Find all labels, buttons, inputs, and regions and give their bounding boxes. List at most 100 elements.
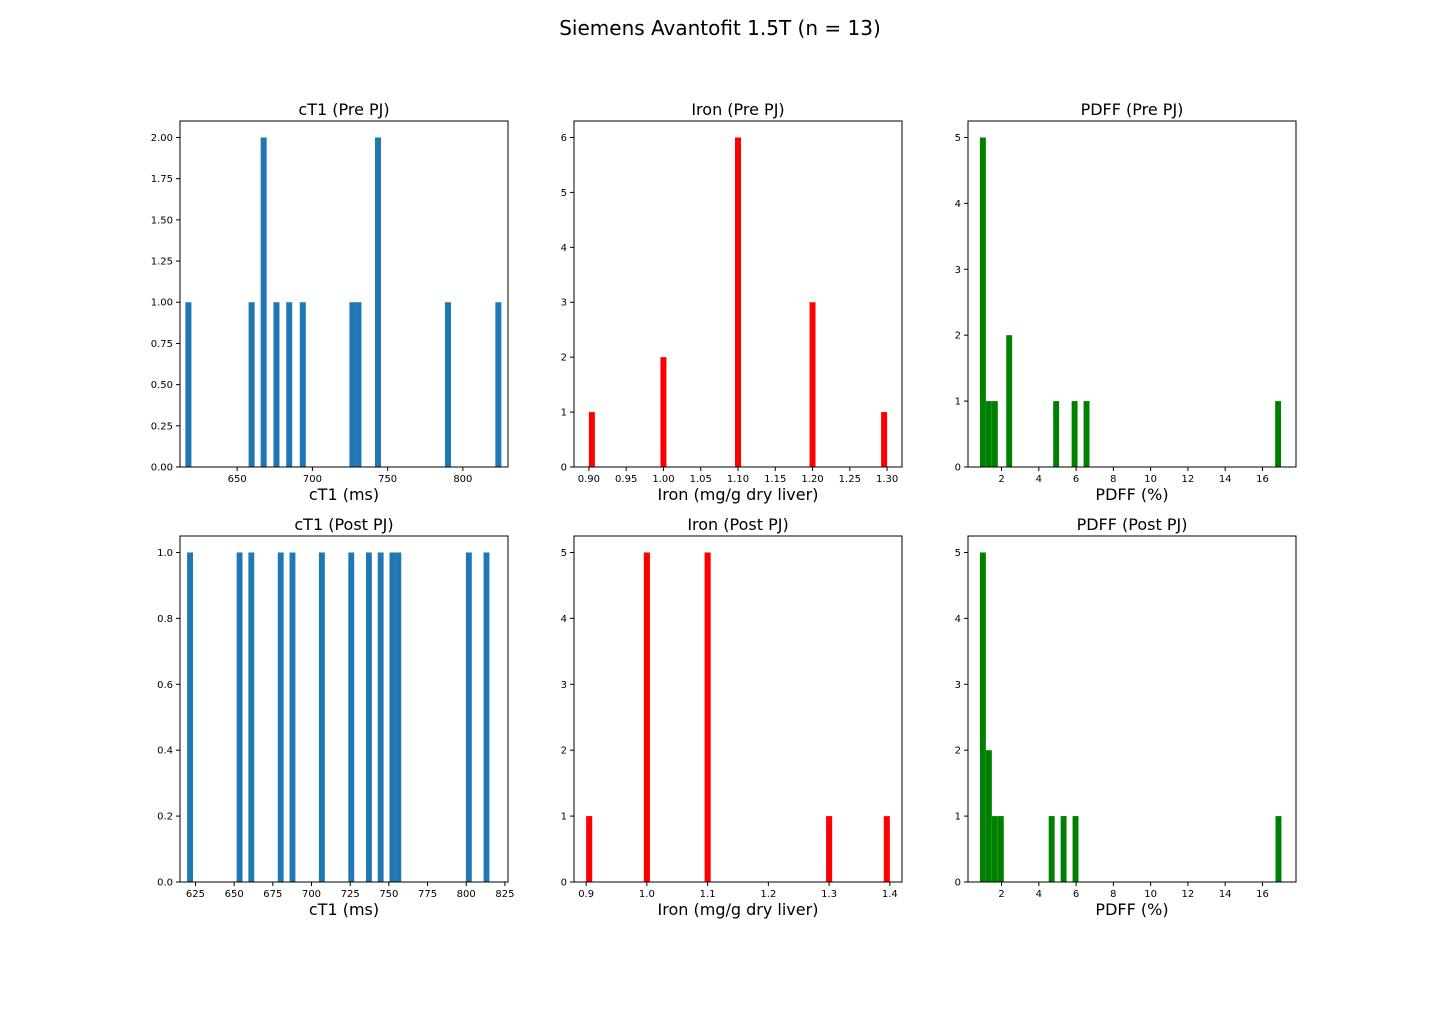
histogram-bar (286, 302, 293, 467)
x-tick-label: 14 (1219, 889, 1232, 900)
histogram-bar (248, 552, 255, 882)
x-tick-label: 8 (1110, 889, 1116, 900)
axes-frame (179, 535, 509, 883)
panel-title: Iron (Pre PJ) (691, 100, 784, 119)
histogram-bar (979, 552, 986, 882)
histogram-bar (236, 552, 243, 882)
histogram-bar (883, 816, 890, 882)
x-tick-label: 12 (1182, 474, 1195, 485)
x-tick-label: 625 (186, 889, 205, 900)
x-tick-label: 8 (1110, 474, 1116, 485)
histogram-bar (704, 552, 711, 882)
y-tick-label: 0.50 (151, 380, 173, 391)
x-tick-label: 1.10 (727, 474, 749, 485)
histogram-bar (374, 137, 382, 467)
y-tick-label: 3 (561, 298, 567, 309)
y-tick-label: 1.00 (151, 298, 173, 309)
histogram-bar (1072, 816, 1079, 882)
y-tick-label: 2 (955, 331, 961, 342)
histogram-bar (277, 552, 284, 882)
x-tick-label: 12 (1182, 889, 1195, 900)
y-tick-label: 0.25 (151, 421, 173, 432)
histogram-bar (985, 750, 992, 882)
y-tick-label: 5 (955, 133, 961, 144)
histogram-bar (185, 302, 192, 467)
histogram-bar (1060, 816, 1067, 882)
y-tick-label: 1 (561, 408, 567, 419)
x-tick-label: 0.90 (578, 474, 600, 485)
x-tick-label: 0.9 (578, 889, 594, 900)
x-tick-label: 750 (379, 889, 398, 900)
y-tick-label: 1.0 (157, 548, 173, 559)
y-tick-label: 1 (561, 812, 567, 823)
x-axis-label: cT1 (ms) (309, 485, 379, 504)
histogram-panel-2: 0.90 0.95 1.00 1.05 1.10 1.15 1.20 1.25 1.30 0 1 2 3… (561, 100, 903, 504)
y-tick-label: 5 (561, 548, 567, 559)
histogram-bar (643, 552, 650, 882)
histogram-bar (289, 552, 296, 882)
histogram-bar (355, 302, 362, 467)
x-tick-label: 650 (225, 889, 244, 900)
y-tick-label: 1.75 (151, 174, 173, 185)
x-tick-label: 800 (457, 889, 476, 900)
x-tick-label: 0.95 (615, 474, 637, 485)
y-tick-label: 2.00 (151, 133, 173, 144)
histogram-bar (465, 552, 472, 882)
y-tick-label: 2 (561, 353, 567, 364)
histogram-panel-5: 0.9 1.0 1.1 1.2 1.3 1.4 0 1 2 3 4 5 Iron (Post PJ) Ir… (561, 515, 903, 919)
y-tick-label: 0 (955, 463, 961, 474)
histogram-bar (1006, 335, 1013, 467)
y-tick-label: 6 (561, 133, 567, 144)
panel-title: Iron (Post PJ) (687, 515, 788, 534)
axes-frame (967, 535, 1297, 883)
x-tick-label: 725 (341, 889, 360, 900)
histogram-bar (318, 552, 325, 882)
histogram-bar (365, 552, 372, 882)
histogram-bar (985, 401, 992, 467)
x-tick-label: 2 (998, 474, 1004, 485)
histogram-bar (1275, 816, 1282, 882)
x-tick-label: 1.4 (882, 889, 898, 900)
x-tick-label: 1.25 (839, 474, 861, 485)
panel-title: cT1 (Pre PJ) (298, 100, 389, 119)
histogram-bar (1048, 816, 1055, 882)
histogram-bar (495, 302, 502, 467)
histogram-bar (348, 552, 355, 882)
panel-title: cT1 (Post PJ) (294, 515, 393, 534)
y-tick-label: 2 (561, 746, 567, 757)
x-tick-label: 800 (453, 474, 472, 485)
x-axis-label: PDFF (%) (1095, 900, 1168, 919)
x-tick-label: 6 (1073, 474, 1079, 485)
x-tick-label: 16 (1256, 889, 1269, 900)
histogram-bar (1083, 401, 1090, 467)
y-tick-label: 4 (955, 614, 961, 625)
histogram-bar (588, 412, 595, 467)
x-axis-label: Iron (mg/g dry liver) (658, 485, 819, 504)
y-tick-label: 0 (955, 878, 961, 889)
y-tick-label: 0.6 (157, 680, 173, 691)
histogram-bar (1053, 401, 1060, 467)
histogram-bar (248, 302, 255, 467)
x-tick-label: 1.00 (652, 474, 674, 485)
axes-frame (573, 535, 903, 883)
y-tick-label: 0 (561, 463, 567, 474)
y-tick-label: 3 (955, 265, 961, 276)
x-tick-label: 675 (263, 889, 282, 900)
x-tick-label: 750 (378, 474, 397, 485)
y-tick-label: 2 (955, 746, 961, 757)
histogram-bar (349, 302, 356, 467)
y-tick-label: 4 (561, 614, 567, 625)
histogram-bar (377, 552, 384, 882)
histogram-bar (273, 302, 280, 467)
y-tick-label: 0.75 (151, 339, 173, 350)
histogram-bar (395, 552, 402, 882)
y-tick-label: 0.4 (157, 746, 173, 757)
y-tick-label: 1 (955, 812, 961, 823)
panel-title: PDFF (Post PJ) (1077, 515, 1188, 534)
histogram-bar (991, 816, 998, 882)
histogram-bar (299, 302, 306, 467)
x-tick-label: 1.30 (876, 474, 898, 485)
y-tick-label: 0 (561, 878, 567, 889)
